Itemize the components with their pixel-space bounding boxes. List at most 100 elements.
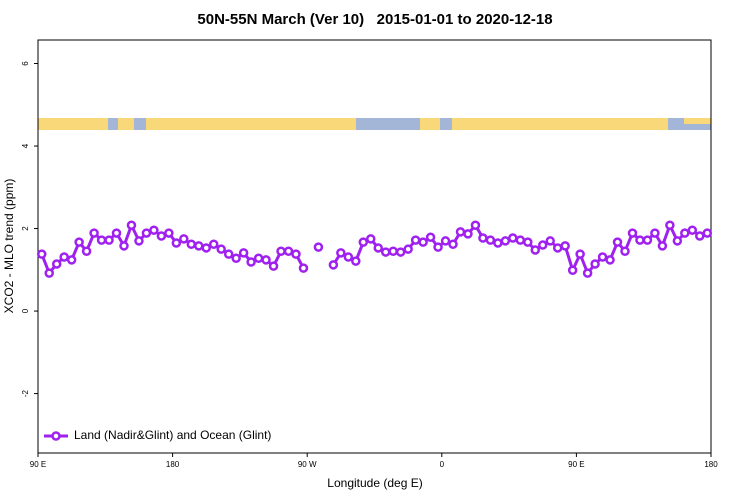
point — [44, 268, 54, 278]
point — [141, 228, 152, 238]
point — [575, 249, 585, 259]
point — [650, 228, 660, 238]
point — [552, 243, 563, 253]
point — [298, 263, 309, 273]
x-axis-label: Longitude (deg E) — [327, 476, 422, 490]
y-tick-label: -2 — [21, 389, 30, 397]
point — [351, 256, 361, 266]
point — [605, 255, 615, 265]
point — [567, 265, 578, 275]
point — [500, 236, 511, 246]
point — [463, 229, 473, 239]
y-tick-label: 4 — [21, 143, 30, 148]
point — [208, 239, 219, 249]
y-tick-label: 0 — [21, 308, 30, 313]
point — [395, 247, 406, 257]
point — [366, 234, 376, 244]
point — [582, 268, 593, 278]
legend-marker — [51, 431, 61, 441]
point — [388, 246, 398, 256]
y-tick-label: 2 — [21, 226, 30, 231]
point — [223, 249, 234, 259]
point — [171, 238, 182, 248]
point — [126, 220, 137, 231]
point — [418, 237, 428, 247]
point — [156, 231, 167, 241]
point — [597, 252, 608, 262]
point — [657, 241, 668, 251]
point — [216, 244, 226, 254]
point — [119, 241, 129, 251]
point — [104, 235, 114, 245]
x-tick-label: 180 — [166, 460, 180, 469]
point — [538, 240, 548, 250]
x-tick-label: 90 W — [298, 460, 317, 469]
point — [179, 234, 189, 244]
point — [186, 239, 197, 249]
point — [702, 228, 713, 238]
point — [74, 237, 84, 247]
point — [403, 244, 413, 254]
point — [149, 225, 159, 235]
point — [89, 228, 99, 238]
point — [380, 247, 391, 257]
point — [515, 235, 526, 245]
point — [261, 255, 271, 265]
point — [635, 235, 645, 245]
point — [508, 233, 518, 243]
point — [231, 253, 241, 264]
point — [523, 237, 533, 247]
point — [36, 249, 47, 259]
point — [642, 235, 653, 245]
point — [485, 235, 496, 245]
point — [440, 236, 451, 246]
point — [530, 245, 541, 255]
point — [134, 236, 144, 246]
y-axis-label: XCO2 - MLO trend (ppm) — [2, 179, 16, 314]
point — [425, 232, 436, 242]
y-tick-label: 6 — [21, 61, 30, 66]
point — [253, 253, 264, 264]
point — [433, 242, 443, 252]
x-tick-label: 0 — [440, 460, 445, 469]
point — [455, 227, 466, 237]
chart-title: 50N-55N March (Ver 10) 2015-01-01 to 202… — [197, 11, 552, 28]
point — [51, 259, 62, 269]
point — [680, 228, 690, 238]
point — [612, 237, 623, 247]
point — [448, 239, 458, 249]
point — [620, 246, 630, 256]
point — [201, 243, 211, 253]
point — [373, 243, 383, 253]
point — [336, 248, 346, 258]
point — [672, 236, 683, 246]
point — [470, 220, 481, 231]
point — [343, 252, 354, 262]
x-tick-label: 90 E — [568, 460, 584, 469]
point — [246, 257, 256, 267]
point — [478, 233, 488, 243]
point — [590, 259, 600, 269]
point — [687, 225, 698, 235]
point — [291, 249, 301, 259]
point — [194, 241, 204, 251]
point — [283, 246, 294, 256]
point — [695, 231, 705, 241]
point — [545, 236, 555, 246]
plot-frame — [37, 39, 712, 454]
point — [560, 241, 570, 251]
point — [59, 252, 69, 262]
point — [66, 255, 77, 265]
point — [276, 246, 286, 256]
x-tick-label: 180 — [704, 460, 718, 469]
x-tick-label: 90 E — [30, 460, 46, 469]
point — [493, 238, 503, 248]
point — [627, 228, 638, 238]
point — [96, 235, 107, 245]
point — [238, 248, 249, 258]
point — [328, 260, 339, 270]
point — [665, 220, 675, 231]
point — [313, 242, 324, 252]
